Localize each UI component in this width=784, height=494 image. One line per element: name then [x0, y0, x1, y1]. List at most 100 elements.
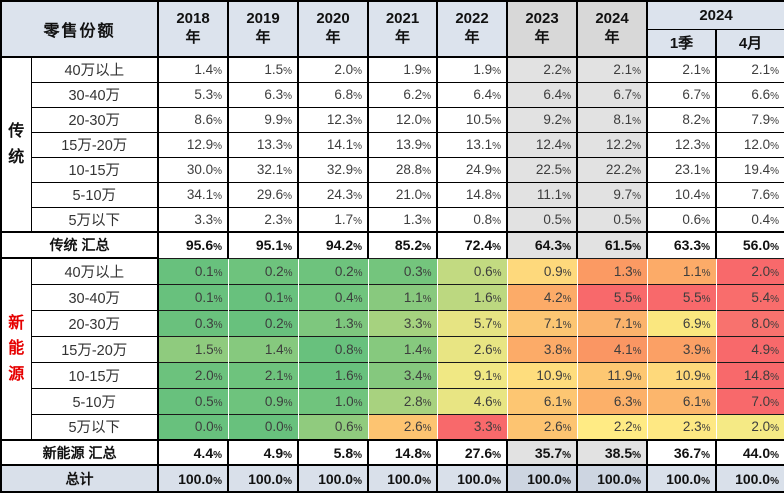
percent-sign: %	[353, 191, 363, 202]
value-number: 14.8	[743, 367, 771, 383]
share-cell: 12.3%	[297, 106, 369, 132]
percent-sign: %	[701, 91, 711, 102]
percent-sign: %	[562, 449, 572, 461]
value-number: 1.3	[334, 315, 354, 331]
percent-sign: %	[770, 319, 780, 331]
value-number: 0.2	[264, 263, 284, 279]
price-band-label: 10-15万	[30, 361, 160, 389]
percent-sign: %	[770, 423, 780, 435]
summary-value-cell: 95.6%	[157, 231, 229, 258]
percent-sign: %	[562, 166, 572, 177]
share-cell: 5.5%	[576, 283, 648, 310]
percent-sign: %	[701, 242, 711, 254]
share-cell: 4.6%	[436, 387, 508, 414]
percent-sign: %	[492, 242, 502, 254]
value-number: 1.7	[334, 211, 354, 227]
percent-sign: %	[213, 293, 223, 305]
share-cell: 11.1%	[506, 181, 578, 207]
value-number: 1.4	[403, 341, 423, 357]
percent-sign: %	[632, 475, 642, 487]
value-number: 5.5	[613, 289, 633, 305]
percent-sign: %	[701, 166, 711, 177]
value-number: 21.0	[395, 187, 423, 202]
year-text: 2019	[246, 10, 280, 28]
value-number: 4.9	[751, 341, 771, 357]
total-value-cell: 100.0%	[506, 464, 578, 492]
year-text: 2020	[316, 10, 350, 28]
value-number: 0.8	[334, 341, 354, 357]
value-number: 12.3	[326, 112, 354, 127]
percent-sign: %	[353, 91, 363, 102]
value-number: 11.9	[607, 367, 633, 383]
value-number: 32.9	[326, 162, 354, 177]
value-number: 3.9	[682, 341, 702, 357]
value-number: 2.0	[334, 62, 354, 78]
value-number: 0.3	[403, 263, 423, 279]
value-number: 1.3	[613, 263, 633, 279]
percent-sign: %	[632, 371, 642, 383]
share-cell: 21.0%	[367, 181, 438, 207]
share-cell: 0.6%	[436, 257, 508, 284]
total-value-cell: 100.0%	[297, 464, 369, 492]
percent-sign: %	[492, 423, 502, 435]
share-cell: 32.9%	[297, 156, 369, 182]
value-number: 11.1	[536, 187, 563, 202]
share-cell: 1.1%	[646, 257, 717, 284]
value-number: 5.4	[751, 289, 771, 305]
percent-sign: %	[632, 242, 642, 254]
value-number: 13.9	[395, 137, 423, 152]
value-number: 13.3	[256, 137, 284, 152]
column-subheader-q1: 1季	[646, 29, 717, 58]
share-cell: 24.9%	[436, 156, 508, 182]
value-number: 2.2	[613, 419, 633, 435]
share-cell: 0.0%	[157, 413, 229, 440]
value-number: 61.5	[604, 237, 633, 254]
value-number: 0.1	[264, 289, 284, 305]
share-cell: 4.9%	[715, 335, 784, 362]
percent-sign: %	[283, 293, 293, 305]
percent-sign: %	[213, 423, 223, 435]
share-cell: 6.7%	[576, 81, 648, 107]
total-value-cell: 100.0%	[157, 464, 229, 492]
percent-sign: %	[422, 449, 432, 461]
value-number: 95.6	[185, 237, 214, 254]
share-cell: 2.1%	[227, 361, 299, 388]
percent-sign: %	[492, 397, 502, 409]
column-header-year: 2020 年	[297, 1, 369, 58]
percent-sign: %	[701, 449, 711, 461]
value-number: 6.3	[264, 87, 284, 102]
summary-value-cell: 27.6%	[436, 439, 508, 465]
percent-sign: %	[283, 116, 293, 127]
price-band-label: 5-10万	[30, 387, 160, 415]
summary-value-cell: 64.3%	[506, 231, 578, 258]
share-cell: 22.5%	[506, 156, 578, 182]
summary-value-cell: 38.5%	[576, 439, 648, 465]
percent-sign: %	[492, 319, 502, 331]
share-cell: 9.7%	[576, 181, 648, 207]
percent-sign: %	[562, 242, 572, 254]
percent-sign: %	[562, 141, 572, 152]
share-cell: 12.3%	[646, 131, 717, 157]
value-number: 0.2	[334, 263, 354, 279]
summary-label-new-energy: 新能源 汇总	[0, 439, 160, 466]
percent-sign: %	[283, 345, 293, 357]
percent-sign: %	[353, 475, 363, 487]
share-cell: 1.9%	[367, 56, 438, 82]
value-number: 4.4	[193, 444, 214, 461]
share-cell: 6.2%	[367, 81, 438, 107]
value-number: 12.3	[674, 137, 702, 152]
percent-sign: %	[492, 166, 502, 177]
value-number: 100.0	[527, 470, 563, 487]
share-cell: 14.8%	[715, 361, 784, 388]
value-number: 95.1	[255, 237, 284, 254]
share-cell: 23.1%	[646, 156, 717, 182]
percent-sign: %	[701, 191, 711, 202]
share-cell: 3.3%	[367, 309, 438, 336]
value-number: 6.8	[334, 87, 354, 102]
share-cell: 3.4%	[367, 361, 438, 388]
percent-sign: %	[562, 267, 572, 279]
share-cell: 2.0%	[715, 257, 784, 284]
value-number: 1.1	[682, 263, 702, 279]
share-cell: 7.1%	[506, 309, 578, 336]
price-band-label: 5万以下	[30, 413, 160, 441]
